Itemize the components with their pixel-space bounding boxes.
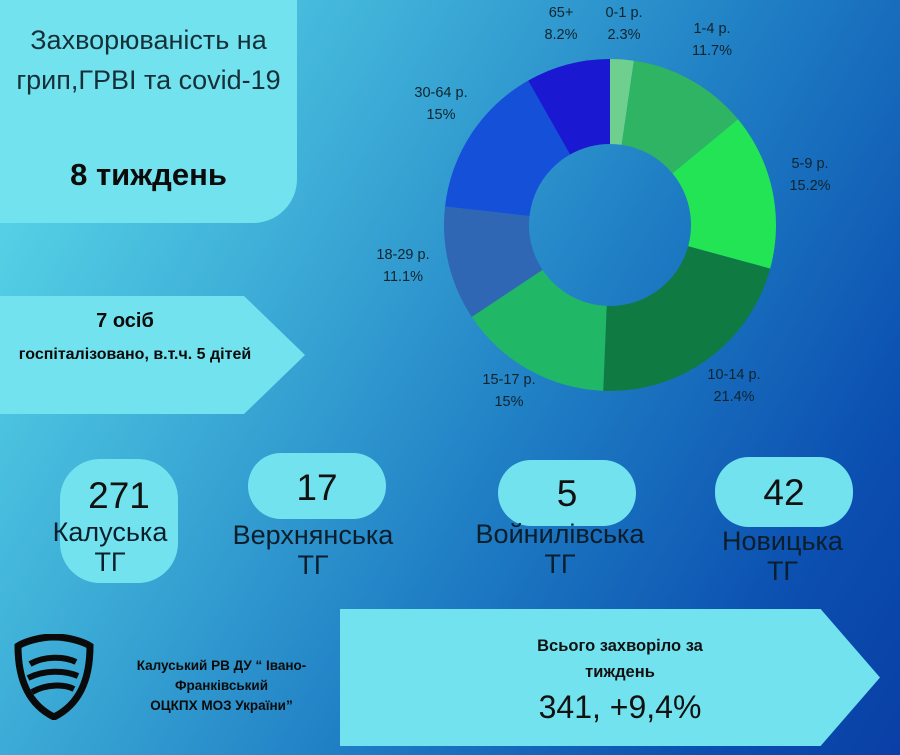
region-count-novytsia: 42 <box>763 472 805 513</box>
donut-slice-3 <box>603 246 771 391</box>
slice-value-label: 15% <box>494 394 523 410</box>
organization-name: Калуський РВ ДУ “ Івано- Франківський ОЦ… <box>104 656 339 716</box>
week-label: 8 тиждень <box>70 157 227 192</box>
slice-value-label: 21.4% <box>713 389 754 405</box>
slice-category-label: 1-4 р. <box>693 21 730 37</box>
region-name-line1: Войнилівська <box>475 519 645 549</box>
slice-value-label: 2.3% <box>607 27 640 43</box>
donut-slice-7 <box>528 59 610 155</box>
donut-slice-4 <box>471 269 607 391</box>
hospitalized-count: 7 осіб <box>96 310 154 332</box>
region-name-line1: Верхнянська <box>232 520 394 550</box>
org-line: Калуський РВ ДУ “ Івано- <box>136 658 307 673</box>
region-count-voinyliv: 5 <box>556 473 578 514</box>
slice-category-label: 10-14 р. <box>707 367 760 383</box>
slice-value-label: 15% <box>426 107 455 123</box>
region-pill-voinyliv <box>498 460 636 526</box>
slice-value-label: 11.7% <box>692 43 732 59</box>
region-name-line1: Калуська <box>52 517 168 547</box>
region-name-line2: ТГ <box>297 550 329 580</box>
donut-slice-5 <box>444 206 543 317</box>
slice-category-label: 15-17 р. <box>482 372 535 388</box>
page-title: Захворюваність на грип,ГРВІ та covid-19 <box>16 25 281 95</box>
region-name-novytsia: Новицька ТГ <box>690 526 875 586</box>
slice-value-label: 11.1% <box>383 269 423 285</box>
region-name-kalush: Калуська ТГ <box>20 517 200 577</box>
region-count-kalush: 271 <box>88 475 150 516</box>
donut-slice-1 <box>621 60 738 174</box>
total-label-line: Всього захворіло за <box>537 637 703 655</box>
region-pill-verkhnia <box>248 453 386 519</box>
region-name-line1: Новицька <box>722 526 843 556</box>
donut-slice-6 <box>445 80 571 216</box>
total-value: 341, +9,4% <box>538 689 702 725</box>
region-name-line2: ТГ <box>544 549 576 579</box>
region-pill-kalush <box>60 459 178 583</box>
slice-category-label: 0-1 р. <box>605 5 642 21</box>
org-line: ОЦКПХ МОЗ України” <box>150 698 293 713</box>
region-count-verkhnia: 17 <box>296 467 338 508</box>
slice-category-label: 5-9 р. <box>791 156 828 172</box>
total-label: Всього захворіло за тиждень <box>460 633 780 685</box>
slice-category-label: 18-29 р. <box>376 247 429 263</box>
shield-logo-icon <box>14 634 94 720</box>
slice-value-label: 15.2% <box>789 178 830 194</box>
slice-category-label: 30-64 р. <box>414 85 467 101</box>
title-card: Захворюваність на грип,ГРВІ та covid-19 … <box>0 0 297 223</box>
org-line: Франківський <box>174 678 269 693</box>
hospitalized-text: госпіталізовано, в.т.ч. 5 дітей <box>18 346 252 363</box>
hospitalization-banner: 7 осіб госпіталізовано, в.т.ч. 5 дітей <box>0 296 305 414</box>
region-name-voinyliv: Войнилівська ТГ <box>455 519 665 579</box>
slice-category-label: 65+ <box>549 5 574 21</box>
region-name-verkhnia: Верхнянська ТГ <box>208 520 418 580</box>
total-label-line: тиждень <box>585 663 655 681</box>
region-name-line2: ТГ <box>766 556 799 586</box>
slice-value-label: 8.2% <box>544 27 577 43</box>
region-pill-novytsia <box>715 457 853 527</box>
total-banner: Всього захворіло за тиждень 341, +9,4% <box>340 609 880 746</box>
donut-slice-0 <box>610 59 634 145</box>
donut-slice-2 <box>672 119 776 269</box>
region-name-line2: ТГ <box>94 547 126 577</box>
